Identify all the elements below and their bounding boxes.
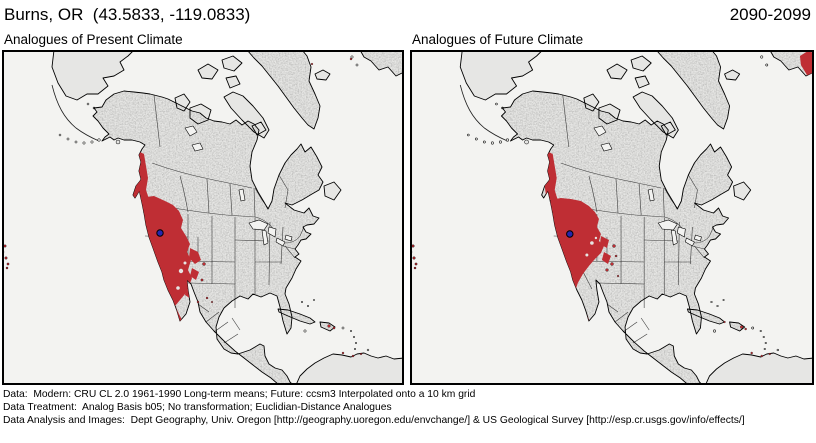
- map-frame-border: [410, 50, 814, 385]
- coastlines: [51, 50, 404, 385]
- analogue-region-specks: [2, 57, 363, 358]
- present-climate-map: [2, 50, 404, 385]
- location-marker-dot: [566, 230, 574, 238]
- data-source-line: Data: Modern: CRU CL 2.0 1961-1990 Long-…: [3, 389, 476, 400]
- coastlines: [459, 50, 814, 385]
- map-title-present: Analogues of Present Climate: [4, 32, 183, 47]
- lakes: [184, 125, 293, 247]
- data-attribution: Data: Modern: CRU CL 2.0 1961-1990 Long-…: [3, 388, 745, 427]
- lakes: [593, 125, 702, 247]
- map-frame-border: [2, 50, 404, 385]
- map-panel-future: [410, 50, 814, 385]
- projection-limb-coastline: [51, 84, 100, 142]
- period-label: 2090-2099: [729, 5, 811, 24]
- location-title: Burns, OR (43.5833, -119.0833): [4, 5, 251, 24]
- map-panel-present: [2, 50, 404, 385]
- future-climate-map: [410, 50, 814, 385]
- data-analysis-line: Data Analysis and Images: Dept Geography…: [3, 415, 745, 426]
- analogue-region-specks: [410, 244, 771, 358]
- map-title-future: Analogues of Future Climate: [412, 32, 584, 47]
- projection-limb-coastline: [459, 84, 508, 142]
- data-treatment-line: Data Treatment: Analog Basis b05; No tra…: [3, 402, 392, 413]
- location-marker-dot: [156, 229, 164, 237]
